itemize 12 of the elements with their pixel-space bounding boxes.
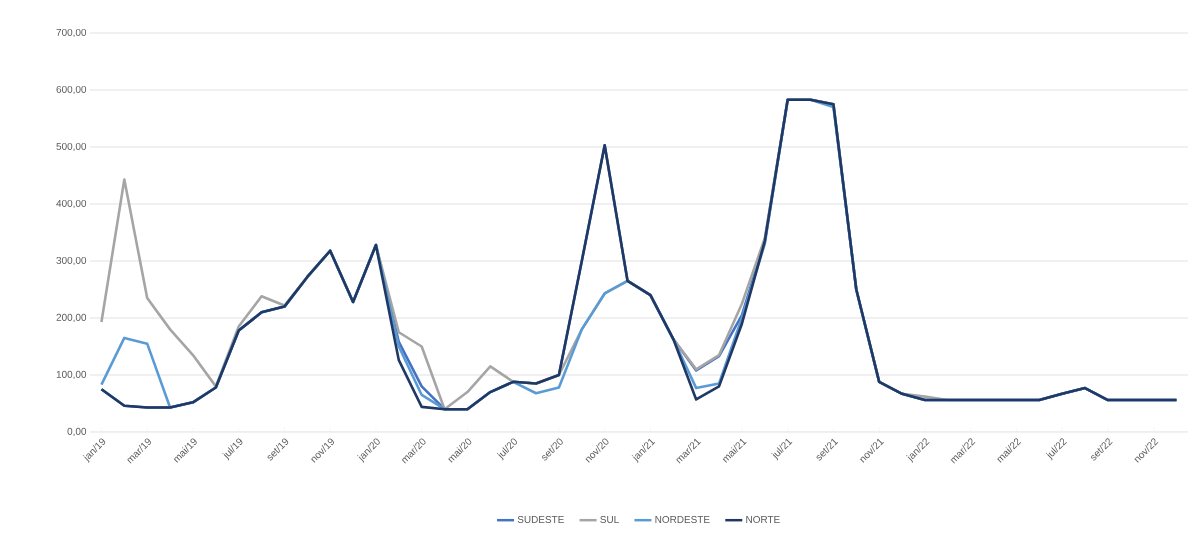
legend-label: NORTE	[746, 515, 780, 524]
legend-label: SUDESTE	[517, 515, 564, 524]
y-tick-label: 0,00	[67, 427, 87, 437]
legend-label: SUL	[600, 515, 619, 524]
y-tick-label: 200,00	[56, 313, 87, 323]
y-tick-label: 300,00	[56, 256, 87, 266]
y-tick-label: 100,00	[56, 370, 87, 380]
y-tick-label: 700,00	[56, 28, 87, 38]
y-tick-label: 400,00	[56, 199, 87, 209]
y-tick-label: 500,00	[56, 142, 87, 152]
y-tick-label: 600,00	[56, 85, 87, 95]
legend-label: NORDESTE	[655, 515, 710, 524]
